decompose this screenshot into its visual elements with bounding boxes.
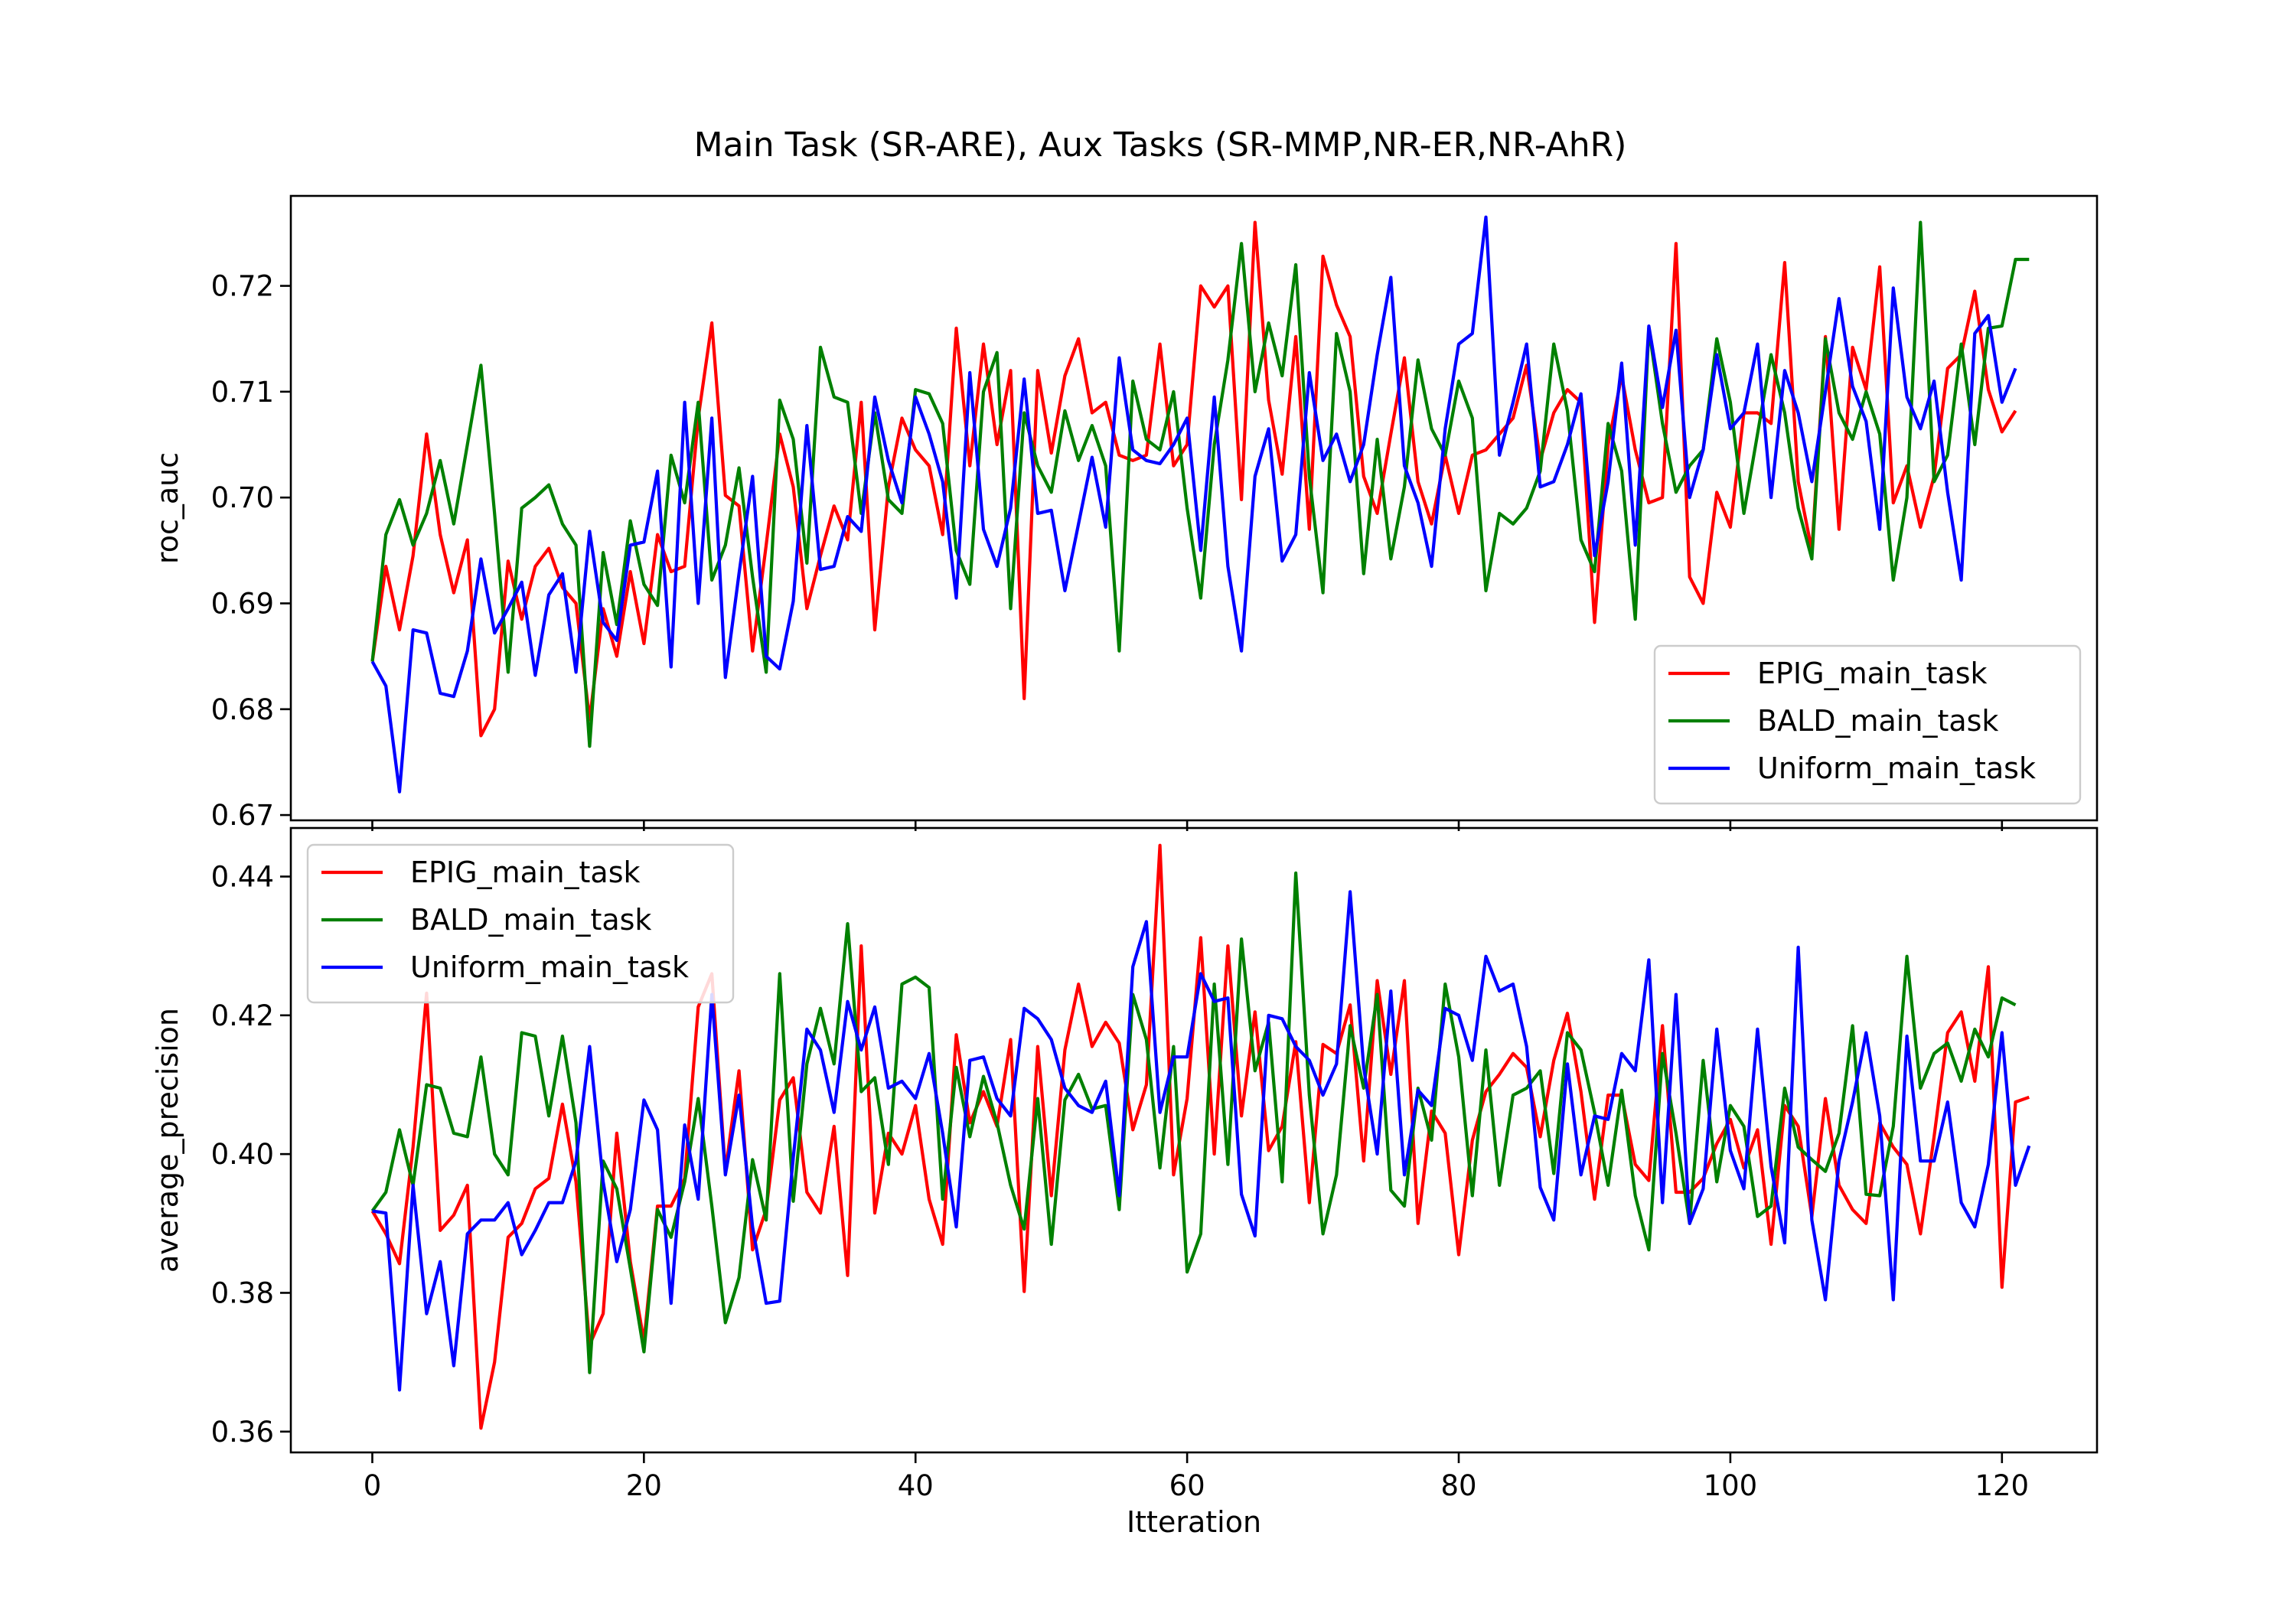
roc-auc-y-tick-label: 0.67	[211, 799, 274, 832]
average-precision-plot-frame	[289, 826, 2099, 1454]
average-precision-legend-label-epig-main-task: EPIG_main_task	[410, 856, 641, 889]
average-precision-y-tick-label: 0.38	[211, 1276, 274, 1309]
roc-auc-series-group	[370, 215, 2030, 794]
average-precision-y-tick-label: 0.40	[211, 1138, 274, 1171]
average-precision-legend-box	[306, 843, 735, 1004]
average-precision-line-uniform-main-task	[372, 890, 2031, 1392]
average-precision-series-group	[370, 843, 2031, 1430]
roc-auc-y-tick-label: 0.69	[211, 587, 274, 620]
average-precision-line-bald-main-task	[370, 871, 2017, 1374]
average-precision-panel: 0.36 0.38 0.40 0.42 0.44 0 20 40 60 80 100 120 avera…	[151, 826, 2099, 1502]
roc-auc-y-tick-label: 0.70	[211, 481, 274, 514]
average-precision-y-tick-label: 0.36	[211, 1416, 274, 1449]
roc-auc-y-axis-label: roc_auc	[151, 452, 184, 564]
x-tick-label: 0	[364, 1469, 382, 1502]
roc-auc-line-bald-main-task	[370, 220, 2030, 748]
average-precision-y-axis-label: average_precision	[151, 1008, 184, 1273]
average-precision-y-tick-label: 0.42	[211, 999, 274, 1032]
average-precision-y-tick-label: 0.44	[211, 860, 274, 893]
roc-auc-legend-label-epig-main-task: EPIG_main_task	[1757, 657, 1988, 690]
roc-auc-line-uniform-main-task	[370, 215, 2017, 794]
x-tick-label: 40	[898, 1469, 934, 1502]
chart-title: Main Task (SR-ARE), Aux Tasks (SR-MMP,NR…	[694, 125, 1627, 165]
roc-auc-legend-label-bald-main-task: BALD_main_task	[1757, 704, 1998, 738]
roc-auc-legend-box	[1653, 644, 2082, 805]
roc-auc-y-tick-label: 0.72	[211, 270, 274, 303]
average-precision-legend: EPIG_main_task BALD_main_task Uniform_main…	[306, 843, 735, 1004]
x-tick-label: 80	[1440, 1469, 1476, 1502]
average-precision-legend-label-uniform-main-task: Uniform_main_task	[410, 950, 689, 984]
x-tick-label: 60	[1169, 1469, 1205, 1502]
x-tick-label: 120	[1975, 1469, 2029, 1502]
x-axis-label: Itteration	[1127, 1505, 1261, 1539]
roc-auc-y-tick-label: 0.68	[211, 693, 274, 726]
x-tick-label: 100	[1704, 1469, 1758, 1502]
roc-auc-legend-label-uniform-main-task: Uniform_main_task	[1757, 751, 2036, 785]
roc-auc-panel: 0.67 0.68 0.69 0.70 0.71 0.72 roc_auc EPIG_main…	[151, 194, 2099, 832]
roc-auc-y-tick-label: 0.71	[211, 376, 274, 409]
roc-auc-line-epig-main-task	[370, 220, 2017, 738]
average-precision-legend-label-bald-main-task: BALD_main_task	[410, 903, 651, 937]
roc-auc-plot-frame	[289, 194, 2099, 822]
x-tick-label: 20	[626, 1469, 662, 1502]
roc-auc-legend: EPIG_main_task BALD_main_task Uniform_main…	[1653, 644, 2082, 805]
